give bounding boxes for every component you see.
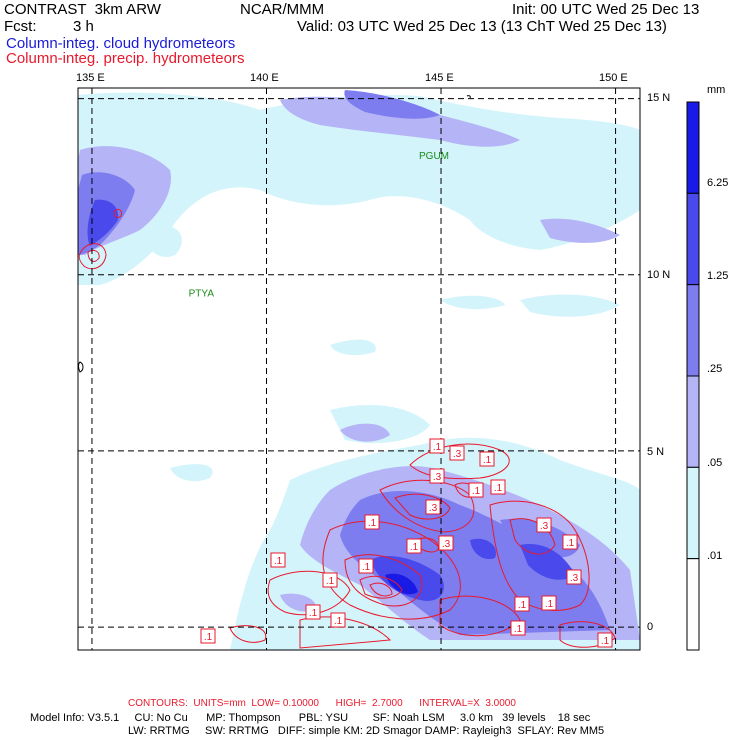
contour-label-box: .1 bbox=[200, 628, 216, 644]
svg-text:.1: .1 bbox=[362, 562, 371, 573]
legend-swatch-2 bbox=[686, 284, 700, 377]
legend-label-6.25: 6.25 bbox=[707, 177, 729, 189]
footer-model-info: Model Info: V3.5.1 CU: No Cu MP: Thompso… bbox=[30, 712, 591, 724]
contour-label-box: .1 bbox=[541, 595, 557, 611]
svg-text:.1: .1 bbox=[566, 538, 575, 549]
contour-label-box: .1 bbox=[562, 534, 578, 550]
svg-text:.1: .1 bbox=[601, 636, 610, 647]
contour-label-box: .1 bbox=[406, 538, 422, 554]
contour-label-box: .1 bbox=[322, 572, 338, 588]
header-init: Init: 00 UTC Wed 25 Dec 13 bbox=[512, 1, 700, 18]
contour-label-box: .1 bbox=[330, 612, 346, 628]
contour-label-box: .1 bbox=[358, 558, 374, 574]
lon-label-150: 150 E bbox=[599, 72, 628, 84]
footer-model-info-2: LW: RRTMG SW: RRTMG DIFF: simple KM: 2D … bbox=[128, 725, 605, 737]
svg-text:.3: .3 bbox=[540, 521, 549, 532]
station-ptya: PTYA bbox=[189, 288, 215, 299]
contour-label-box: .1 bbox=[305, 604, 321, 620]
legend-swatch-1 bbox=[686, 192, 700, 286]
field-cloud-label: Column-integ. cloud hydrometeors bbox=[6, 35, 236, 52]
contour-label-box: .3 bbox=[536, 517, 552, 533]
legend-swatch-5 bbox=[686, 558, 700, 651]
contour-label-box: .1 bbox=[510, 620, 526, 636]
contour-label-boxes: .1 .3 .1 .3 .1 .1 .3 .1 .3 .1 .1 .3 .1 .3 .1 .1 .1 .1 .1 .1… bbox=[200, 438, 613, 648]
svg-text:.3: .3 bbox=[570, 573, 579, 584]
svg-text:.1: .1 bbox=[472, 486, 481, 497]
svg-text:.1: .1 bbox=[545, 599, 554, 610]
field-precip-label: Column-integ. precip. hydrometeors bbox=[6, 50, 245, 67]
legend-label-.01: .01 bbox=[707, 550, 723, 562]
header-fcst-label: Fcst: bbox=[4, 18, 37, 35]
svg-text:.1: .1 bbox=[518, 600, 527, 611]
svg-text:.1: .1 bbox=[483, 455, 492, 466]
legend-swatch-4 bbox=[686, 466, 700, 560]
contour-label-box: .1 bbox=[597, 632, 613, 648]
svg-text:.1: .1 bbox=[274, 556, 283, 567]
legend-label-.05: .05 bbox=[707, 457, 723, 469]
header-model: CONTRAST 3km ARW bbox=[4, 1, 161, 18]
contour-label-box: .1 bbox=[429, 438, 445, 454]
coastlines bbox=[78, 95, 471, 373]
svg-text:.1: .1 bbox=[514, 624, 523, 635]
svg-text:.1: .1 bbox=[368, 518, 377, 529]
map-frame bbox=[77, 87, 641, 651]
legend-label-.25: .25 bbox=[707, 363, 723, 375]
contour-label-box: .1 bbox=[270, 552, 286, 568]
lon-label-135: 135 E bbox=[76, 72, 105, 84]
legend-swatch-0 bbox=[686, 101, 700, 194]
lat-label-15: 15 N bbox=[647, 92, 671, 104]
legend-swatch-3 bbox=[686, 375, 700, 468]
lon-label-145: 145 E bbox=[425, 72, 454, 84]
svg-text:.3: .3 bbox=[453, 449, 462, 460]
svg-text:.1: .1 bbox=[494, 483, 503, 494]
svg-text:.1: .1 bbox=[326, 576, 335, 587]
contour-label-box: .3 bbox=[429, 468, 445, 484]
svg-text:.1: .1 bbox=[410, 542, 419, 553]
header-fcst-value: 3 h bbox=[73, 18, 94, 35]
lon-label-140: 140 E bbox=[250, 72, 279, 84]
contour-label-box: .3 bbox=[566, 569, 582, 585]
contour-label-box: .3 bbox=[438, 535, 454, 551]
svg-text:.1: .1 bbox=[204, 632, 213, 643]
svg-text:.1: .1 bbox=[334, 616, 343, 627]
svg-text:.3: .3 bbox=[442, 539, 451, 550]
contour-label-box: .3 bbox=[425, 499, 441, 515]
header-valid: Valid: 03 UTC Wed 25 Dec 13 (13 ChT Wed … bbox=[297, 18, 667, 35]
svg-text:.3: .3 bbox=[433, 472, 442, 483]
lat-label-10: 10 N bbox=[647, 269, 671, 281]
lat-label-5: 5 N bbox=[647, 446, 665, 458]
contour-label-box: .1 bbox=[364, 514, 380, 530]
contour-label-box: .1 bbox=[479, 451, 495, 467]
svg-text:.1: .1 bbox=[309, 608, 318, 619]
contour-label-box: .1 bbox=[490, 479, 506, 495]
contour-label-box: .1 bbox=[468, 482, 484, 498]
stations: PGUM PTYA bbox=[189, 151, 449, 299]
legend-label-1.25: 1.25 bbox=[707, 270, 729, 282]
station-pgum: PGUM bbox=[419, 151, 449, 162]
header-center: NCAR/MMM bbox=[240, 1, 325, 18]
lat-lon-grid bbox=[78, 88, 640, 650]
contour-label-box: .1 bbox=[514, 596, 530, 612]
lat-label-0: 0 bbox=[647, 621, 654, 633]
svg-text:.3: .3 bbox=[429, 503, 438, 514]
contour-label-box: .3 bbox=[449, 445, 465, 461]
svg-text:.1: .1 bbox=[433, 442, 442, 453]
footer-contours: CONTOURS: UNITS=mm LOW= 0.10000 HIGH= 2.… bbox=[128, 698, 516, 709]
legend-unit: mm bbox=[707, 84, 726, 96]
